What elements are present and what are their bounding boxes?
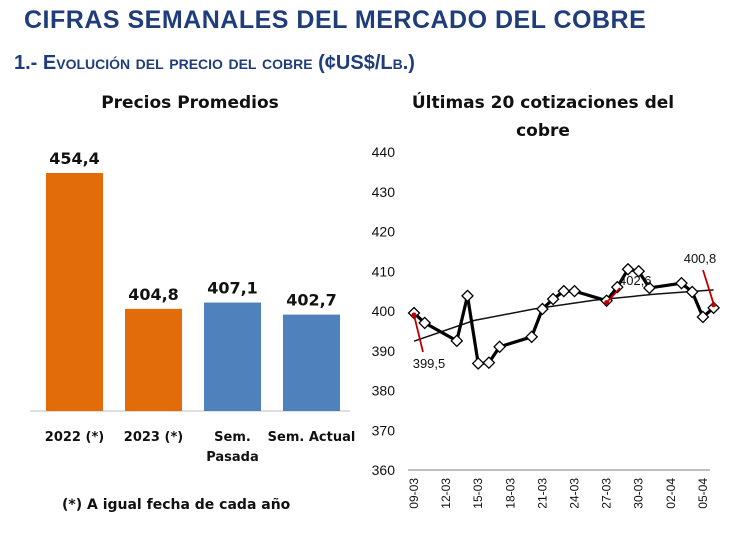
price-point-marker	[450, 334, 464, 348]
annotation-arrow-head	[604, 300, 610, 306]
bar-category-label: Sem. Actual	[268, 430, 356, 445]
bar-category-label: 2022 (*)	[45, 430, 104, 445]
y-tick-label: 410	[372, 263, 396, 279]
annotation-label: 402,6	[619, 273, 652, 288]
y-tick-label: 360	[372, 462, 396, 478]
price-series-line	[412, 267, 715, 366]
bar-value-label: 454,4	[49, 149, 100, 168]
price-point-marker	[535, 302, 549, 316]
annotation-arrow	[605, 287, 621, 304]
price-point-marker	[568, 284, 581, 298]
bar-category-label: 2023 (*)	[124, 430, 183, 445]
bar-3	[204, 302, 261, 411]
y-tick-label: 440	[372, 144, 396, 160]
bar-value-label: 404,8	[128, 285, 179, 304]
y-tick-label: 400	[372, 303, 396, 319]
x-tick-label: 21-03	[535, 478, 549, 509]
price-point-marker	[557, 284, 571, 298]
bar-1	[46, 173, 103, 411]
x-tick-label: 27-03	[600, 478, 614, 509]
price-point-marker	[461, 289, 474, 303]
annotation-arrow-head	[411, 312, 417, 318]
annotation-arrow	[702, 269, 715, 305]
x-tick-label: 05-04	[696, 478, 710, 509]
y-tick-label: 420	[372, 224, 396, 240]
y-tick-label: 380	[372, 383, 396, 399]
price-point-marker	[493, 340, 507, 354]
price-point-marker	[418, 316, 432, 330]
y-tick-label: 430	[372, 184, 396, 200]
price-point-marker	[642, 281, 656, 295]
price-point-marker	[707, 301, 721, 315]
page-title: CIFRAS SEMANALES DEL MERCADO DEL COBRE	[24, 6, 647, 34]
bar-category-label: Pasada	[206, 450, 259, 465]
price-point-marker	[610, 280, 624, 294]
bar-category-label: Sem.	[214, 430, 251, 445]
bar-value-label: 402,7	[286, 291, 337, 310]
price-point-marker	[675, 276, 688, 290]
price-point-marker	[632, 264, 646, 278]
x-tick-label: 15-03	[471, 478, 485, 509]
y-tick-label: 390	[372, 343, 396, 359]
x-tick-label: 18-03	[503, 478, 517, 509]
price-point-marker	[621, 262, 635, 276]
x-tick-label: 24-03	[568, 478, 582, 509]
x-tick-label: 30-03	[632, 478, 646, 509]
bar-chart-title: Precios Promedios	[101, 93, 279, 113]
price-point-marker	[471, 357, 485, 370]
footnote: (*) A igual fecha de cada año	[62, 497, 291, 513]
annotation-label: 400,8	[684, 251, 717, 266]
annotation-arrow-head	[711, 302, 717, 308]
bar-4	[283, 314, 340, 411]
annotation-arrow	[413, 314, 424, 353]
line-chart-title: cobre	[516, 121, 570, 141]
x-tick-label: 12-03	[439, 478, 453, 509]
price-point-marker	[525, 330, 539, 344]
price-point-marker	[685, 285, 699, 299]
bar-2	[125, 308, 182, 411]
price-point-marker	[696, 310, 710, 324]
price-point-marker	[546, 292, 560, 306]
price-point-marker	[482, 356, 496, 370]
y-tick-label: 370	[372, 422, 396, 438]
line-chart-title: Últimas 20 cotizaciones del	[412, 91, 674, 113]
x-tick-label: 09-03	[407, 478, 421, 509]
annotation-label: 399,5	[413, 356, 446, 371]
bar-value-label: 407,1	[207, 279, 258, 298]
trend-line	[413, 289, 714, 342]
page-subtitle: 1.- Evolución del precio del cobre (¢US$…	[14, 52, 415, 74]
x-tick-label: 02-04	[664, 478, 678, 509]
